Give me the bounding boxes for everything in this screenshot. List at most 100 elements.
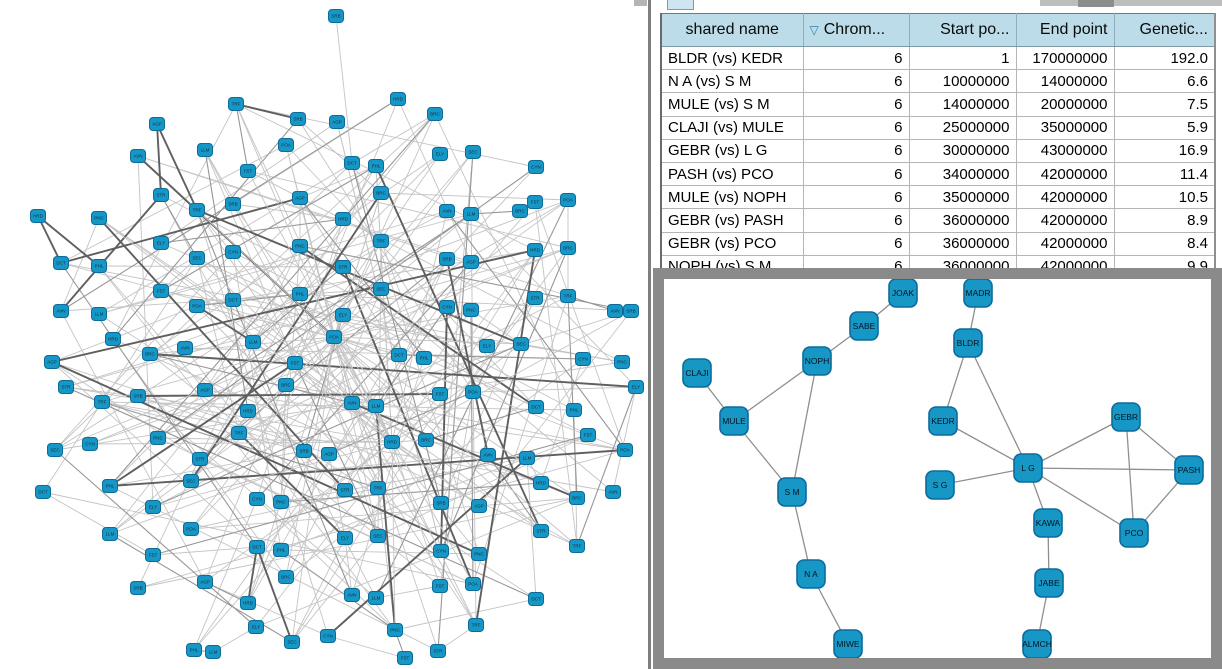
network-node[interactable]: ELY (628, 380, 644, 394)
network-node-gebr[interactable]: GEBR (1111, 402, 1141, 432)
network-node[interactable]: BRC (278, 570, 294, 584)
network-node[interactable]: SRB (439, 252, 455, 266)
network-node-miwe[interactable]: MIWE (833, 629, 863, 659)
network-node[interactable]: CYN (439, 300, 455, 314)
table-row[interactable]: GEBR (vs) L G 6 30000000 43000000 16.9 (661, 139, 1216, 163)
network-node[interactable]: DCT (53, 256, 69, 270)
network-node[interactable]: ELY (479, 339, 495, 353)
network-node[interactable]: FST (432, 387, 448, 401)
network-node[interactable]: AGP (329, 115, 345, 129)
network-node[interactable]: PHL (102, 479, 118, 493)
column-header-end-point[interactable]: End point (1016, 13, 1115, 47)
network-node-mule[interactable]: MULE (719, 406, 749, 436)
network-node[interactable]: HRD (105, 332, 121, 346)
network-node[interactable]: AGP (463, 255, 479, 269)
network-node[interactable]: DCT (391, 348, 407, 362)
network-node-noph[interactable]: NOPH (802, 346, 832, 376)
network-node[interactable]: PHL (292, 287, 308, 301)
network-node[interactable]: SRB (433, 496, 449, 510)
network-node-s-g[interactable]: S G (925, 470, 955, 500)
network-node[interactable]: SRB (130, 581, 146, 595)
table-row[interactable]: MULE (vs) S M 6 14000000 20000000 7.5 (661, 92, 1216, 117)
network-node[interactable]: DCT (225, 293, 241, 307)
network-node[interactable]: POA (560, 193, 576, 207)
network-node[interactable]: HRD (390, 92, 406, 106)
table-row[interactable]: BLDR (vs) KEDR 6 1 170000000 192.0 (661, 46, 1216, 71)
network-node[interactable]: CYN (320, 629, 336, 643)
network-node-jabe[interactable]: JABE (1034, 568, 1064, 598)
network-node[interactable]: CYN (82, 437, 98, 451)
network-node[interactable]: STR (430, 644, 446, 658)
network-node[interactable]: SRB (296, 444, 312, 458)
network-node-n-a[interactable]: N A (796, 559, 826, 589)
network-node[interactable]: STR (527, 291, 543, 305)
network-node-joak[interactable]: JOAK (888, 278, 918, 308)
network-node[interactable]: SEC (284, 635, 300, 649)
network-node[interactable]: PNC (292, 239, 308, 253)
network-node[interactable]: TRF (370, 481, 386, 495)
network-node[interactable]: LLM (205, 645, 221, 659)
network-node[interactable]: DCT (35, 485, 51, 499)
network-node[interactable]: FST (287, 356, 303, 370)
network-node[interactable]: LLM (368, 399, 384, 413)
network-node[interactable]: PNC (614, 355, 630, 369)
network-node-sabe[interactable]: SABE (849, 311, 879, 341)
network-node[interactable]: HRD (384, 435, 400, 449)
network-node[interactable]: BRC (427, 107, 443, 121)
network-node[interactable]: AVN (130, 149, 146, 163)
network-node[interactable]: LLM (463, 207, 479, 221)
network-node[interactable]: SEC (465, 145, 481, 159)
main-network-canvas[interactable]: TRF SRB AGP HRD BRC AVN LLM FST POA DCT PHL ELY SEC C… (0, 0, 646, 669)
table-row[interactable]: PASH (vs) PCO 6 34000000 42000000 11.4 (661, 162, 1216, 187)
network-node[interactable]: TRF (373, 234, 389, 248)
network-node[interactable]: STR (533, 524, 549, 538)
network-node[interactable]: STR (335, 260, 351, 274)
network-node[interactable]: ELY (335, 308, 351, 322)
network-node[interactable]: AVN (344, 588, 360, 602)
network-node[interactable]: ELY (248, 620, 264, 634)
network-node[interactable]: ELY (153, 236, 169, 250)
network-node-bldr[interactable]: BLDR (953, 328, 983, 358)
network-node-claji[interactable]: CLAJI (682, 358, 712, 388)
network-node[interactable]: PHL (273, 543, 289, 557)
network-node[interactable]: FST (580, 428, 596, 442)
network-node[interactable]: BRC (373, 186, 389, 200)
network-node[interactable]: FST (432, 579, 448, 593)
network-node[interactable]: AVN (607, 304, 623, 318)
network-node[interactable]: STR (58, 380, 74, 394)
network-node[interactable]: PHL (416, 351, 432, 365)
network-node-pash[interactable]: PASH (1174, 455, 1204, 485)
network-node[interactable]: AGP (44, 355, 60, 369)
network-node[interactable]: PHL (368, 159, 384, 173)
network-node[interactable]: PHL (186, 643, 202, 657)
network-node[interactable]: HRD (527, 243, 543, 257)
network-node[interactable]: DCT (344, 156, 360, 170)
network-node[interactable]: TRF (189, 203, 205, 217)
table-row[interactable]: GEBR (vs) PCO 6 36000000 42000000 8.4 (661, 232, 1216, 256)
network-node[interactable]: STR (153, 188, 169, 202)
network-node[interactable]: DCT (528, 400, 544, 414)
network-node[interactable]: TRF (560, 289, 576, 303)
network-node[interactable]: PNC (463, 303, 479, 317)
network-node[interactable]: AGP (292, 191, 308, 205)
network-node[interactable]: AVN (177, 341, 193, 355)
network-node[interactable]: BRC (418, 433, 434, 447)
network-node[interactable]: PNC (471, 547, 487, 561)
network-node[interactable]: POA (189, 299, 205, 313)
network-node[interactable]: AVN (439, 204, 455, 218)
panel-splitter[interactable] (648, 0, 651, 669)
network-node[interactable]: SRB (328, 9, 344, 23)
scrollbar-track[interactable] (1040, 0, 1222, 6)
network-node[interactable]: DCT (249, 540, 265, 554)
table-row[interactable]: MULE (vs) NOPH 6 35000000 42000000 10.5 (661, 185, 1216, 210)
network-node[interactable]: TRF (569, 539, 585, 553)
network-node[interactable]: HRD (240, 596, 256, 610)
network-node[interactable]: CYN (433, 544, 449, 558)
network-node[interactable]: BRC (560, 241, 576, 255)
network-node-kawa[interactable]: KAWA (1033, 508, 1063, 538)
network-node[interactable]: LLM (91, 307, 107, 321)
network-node[interactable]: SRB (290, 112, 306, 126)
network-node[interactable]: BRC (569, 491, 585, 505)
network-node[interactable]: SEC (189, 251, 205, 265)
column-header-genetic[interactable]: Genetic... (1114, 13, 1216, 47)
